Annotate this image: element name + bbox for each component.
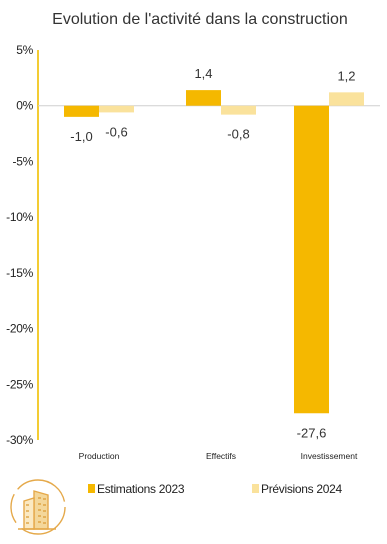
bar-production-series-1 — [64, 105, 99, 117]
data-label: 1,4 — [194, 66, 212, 81]
data-label: -0,6 — [105, 124, 127, 139]
y-tick-label: 0% — [16, 99, 33, 113]
y-tick-label: 5% — [16, 43, 33, 57]
y-tick-label: -5% — [13, 154, 34, 168]
chart-title: Evolution de l'activité dans la construc… — [52, 11, 348, 28]
data-label: -27,6 — [297, 425, 327, 440]
legend: Estimations 2023 Prévisions 2024 — [88, 482, 343, 496]
bar-investissement-series-1 — [294, 105, 329, 414]
legend-swatch-estimations — [88, 484, 95, 493]
category-label: Effectifs — [206, 451, 236, 461]
data-label: 1,2 — [337, 68, 355, 83]
bars — [64, 90, 364, 414]
y-tick-label: -30% — [6, 433, 33, 447]
data-label: -1,0 — [70, 129, 92, 144]
y-tick-label: -15% — [6, 266, 33, 280]
category-label: Investissement — [301, 451, 358, 461]
bar-investissement-series-2 — [329, 92, 364, 106]
data-label: -0,8 — [227, 127, 249, 142]
bar-effectifs-series-2 — [221, 105, 256, 115]
category-label: Production — [79, 451, 120, 461]
data-labels: -1,0 1,4 -27,6 -0,6 -0,8 1,2 — [70, 66, 355, 440]
building-logo-icon — [10, 479, 66, 535]
bar-effectifs-series-1 — [186, 90, 221, 106]
y-tick-label: -10% — [6, 210, 33, 224]
legend-label-estimations: Estimations 2023 — [97, 482, 185, 496]
bar-production-series-2 — [99, 105, 134, 113]
y-tick-label: -25% — [6, 377, 33, 391]
y-tick-label: -20% — [6, 322, 33, 336]
category-labels: Production Effectifs Investissement — [79, 451, 358, 461]
legend-swatch-previsions — [252, 484, 259, 493]
legend-label-previsions: Prévisions 2024 — [261, 482, 343, 496]
y-axis-tick-labels: 5% 0% -5% -10% -15% -20% -25% -30% — [6, 43, 34, 447]
